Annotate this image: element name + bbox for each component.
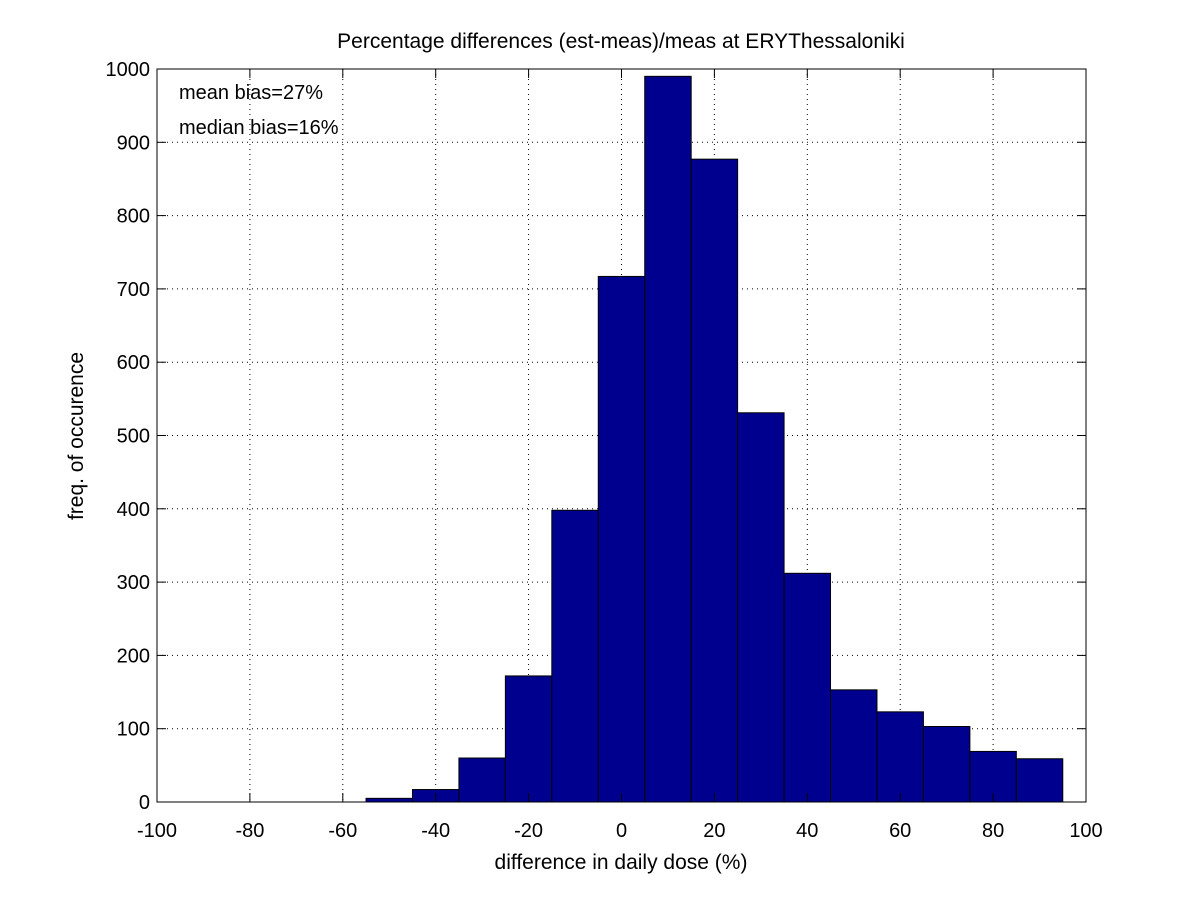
ticks: [156, 68, 1087, 803]
histogram-bar: [1015, 758, 1064, 803]
x-tick-label: -20: [514, 820, 543, 842]
y-tick-label: 0: [139, 792, 150, 814]
histogram-bar: [783, 572, 832, 803]
x-tick-labels: -100 -80 -60 -40 -20 0 20 40 60 80 100: [137, 820, 1103, 842]
y-tick-label: 200: [117, 645, 150, 667]
x-tick-label: 100: [1069, 820, 1102, 842]
x-tick-label: -80: [235, 820, 264, 842]
histogram-bar: [876, 711, 924, 803]
y-tick-label: 300: [117, 572, 150, 594]
y-tick-label: 800: [117, 206, 150, 228]
x-tick-label: 40: [796, 820, 818, 842]
histogram-bar: [922, 726, 971, 803]
histogram-bar: [644, 75, 692, 803]
y-tick-label: 600: [117, 352, 150, 374]
y-tick-label: 500: [117, 426, 150, 448]
y-tick-label: 1000: [106, 59, 151, 81]
y-tick-label: 400: [117, 499, 150, 521]
x-tick-label: -60: [328, 820, 357, 842]
x-tick-label: 60: [889, 820, 911, 842]
histogram-bar: [551, 509, 599, 803]
annotation-median-bias: median bias=16%: [179, 117, 339, 139]
x-tick-label: -40: [421, 820, 450, 842]
bars: [365, 75, 1064, 803]
histogram-bar: [458, 757, 506, 803]
y-tick-label: 700: [117, 279, 150, 301]
y-axis-label: freq. of occurence: [65, 352, 88, 520]
y-tick-label: 900: [117, 132, 150, 154]
y-tick-labels: 0 100 200 300 400 500 600 700 800 900 1000: [106, 59, 151, 814]
annotation-mean-bias: mean bias=27%: [179, 82, 323, 104]
histogram-bar: [365, 797, 413, 803]
x-tick-label: -100: [137, 820, 177, 842]
histogram-bar: [690, 158, 739, 803]
histogram-bar: [737, 412, 785, 803]
x-tick-label: 20: [703, 820, 725, 842]
x-axis-label: difference in daily dose (%): [495, 851, 748, 874]
x-tick-label: 0: [616, 820, 627, 842]
y-tick-label: 100: [117, 719, 150, 741]
histogram-bar: [504, 675, 553, 803]
chart-title: Percentage differences (est-meas)/meas a…: [337, 30, 905, 53]
x-tick-label: 80: [982, 820, 1004, 842]
histogram-bar: [830, 689, 878, 803]
histogram-bar: [597, 275, 646, 803]
